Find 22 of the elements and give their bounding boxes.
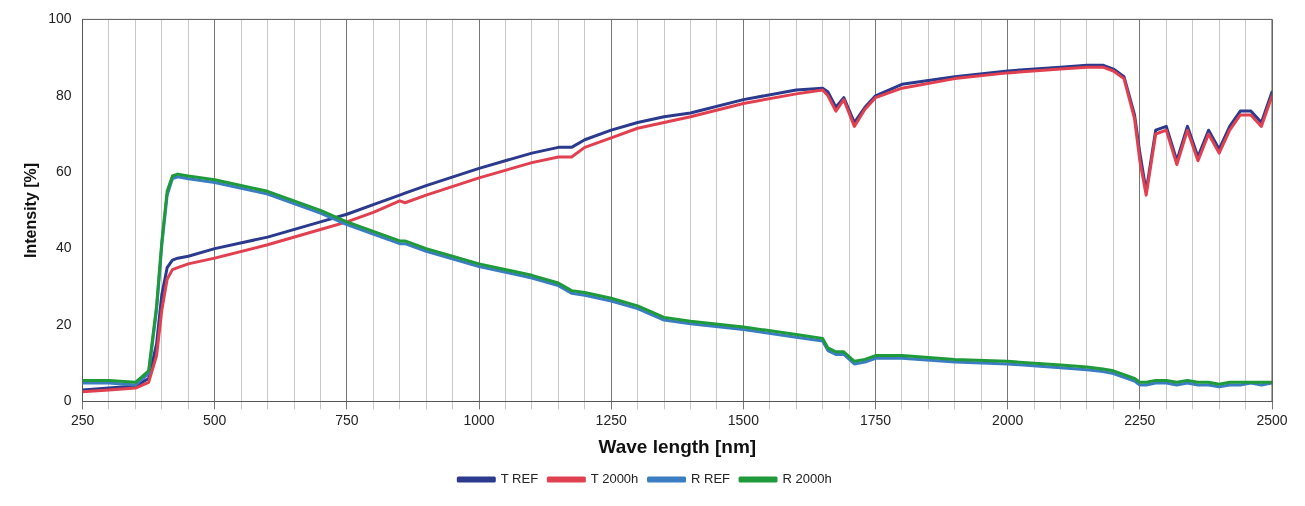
x-axis-title: Wave length [nm] <box>598 435 757 457</box>
x-tick-label: 2500 <box>1256 411 1288 428</box>
x-tick-label: 250 <box>70 411 95 428</box>
x-tick-label: 750 <box>335 411 359 428</box>
x-tick-label: 2250 <box>1124 411 1156 428</box>
x-tick-label: 500 <box>203 411 227 428</box>
x-tick-label: 1500 <box>727 411 760 428</box>
y-tick-label: 20 <box>55 315 72 332</box>
y-axis-title: Intensity [%] <box>22 162 40 258</box>
y-tick-label: 40 <box>55 239 72 256</box>
legend-label: T 2000h <box>590 471 639 487</box>
x-tick-label: 1000 <box>463 411 495 428</box>
y-tick-label: 100 <box>48 10 72 27</box>
legend-label: R REF <box>691 471 731 487</box>
y-tick-label: 80 <box>55 86 72 103</box>
x-tick-label: 1250 <box>595 411 627 428</box>
x-tick-label: 1750 <box>859 411 892 428</box>
legend-label: R 2000h <box>782 471 832 487</box>
y-tick-label: 60 <box>55 163 72 180</box>
y-tick-label: 0 <box>63 392 72 409</box>
legend-label: T REF <box>500 471 539 487</box>
x-tick-label: 2000 <box>992 411 1024 428</box>
